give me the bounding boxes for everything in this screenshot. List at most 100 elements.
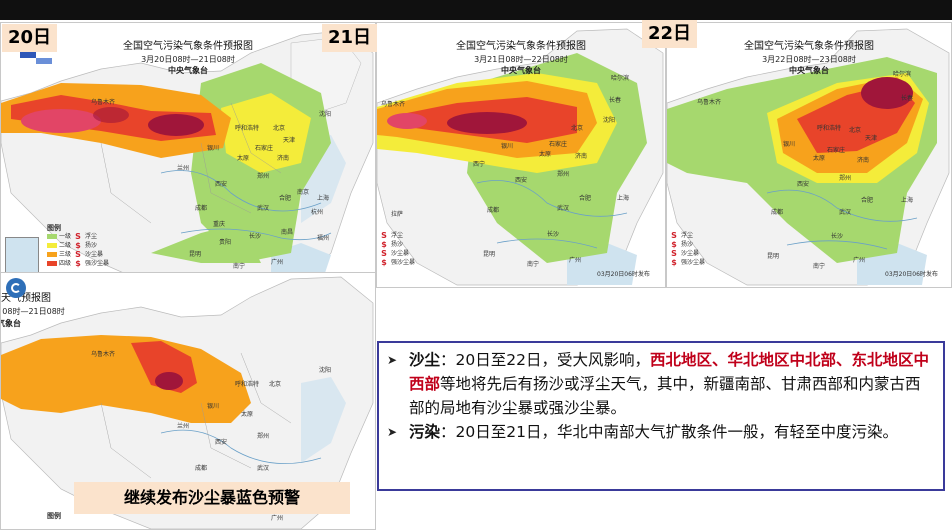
cma-logo-icon: [6, 278, 26, 298]
legend-row: $ 扬沙: [669, 240, 705, 249]
city-label: 昆明: [767, 253, 780, 260]
map-date: 3月20日08时—21日08时: [1, 307, 65, 316]
city-label: 兰州: [177, 423, 190, 430]
city-label: 太原: [241, 411, 254, 418]
map-title: 全国沙尘天气预报图: [0, 293, 51, 304]
city-label: 西安: [215, 181, 228, 188]
legend-label: 三级: [59, 251, 72, 258]
city-label: 沈阳: [319, 367, 332, 374]
city-label: 成都: [195, 465, 208, 472]
city-label: 昆明: [189, 251, 202, 258]
sand-dust-bullet: ➤ 沙尘：20日至22日，受大风影响，西北地区、华北地区中北部、东北地区中西部等…: [387, 348, 935, 420]
city-label: 太原: [237, 155, 250, 162]
day-label-20: 20日: [2, 24, 58, 52]
legend-row: S 浮尘: [379, 231, 415, 240]
map-date: 3月21日08时—22日08时: [474, 55, 568, 64]
map-title: 全国空气污染气象条件预报图: [744, 41, 874, 52]
map-legend: S 浮尘 $ 扬沙 S 沙尘暴 $ 强沙尘暴: [669, 231, 705, 267]
legend-label: 强沙尘暴: [85, 260, 110, 267]
city-label: 银川: [501, 143, 514, 150]
legend-label: 沙尘暴: [391, 250, 410, 257]
severe-sandstorm-icon: $: [381, 258, 387, 267]
day-label-21: 21日: [322, 24, 378, 52]
city-label: 北京: [849, 127, 862, 134]
city-label: 郑州: [257, 433, 270, 440]
city-label: 贵阳: [219, 239, 232, 246]
map-agency: 中央气象台: [501, 66, 541, 75]
pollution-map-20: 全国空气污染气象条件预报图 3月20日08时—21日08时 中央气象台 乌鲁木齐…: [0, 22, 376, 288]
legend-row: 三级 S 沙尘暴: [47, 250, 109, 259]
city-label: 长沙: [547, 231, 560, 238]
pollution-map-21: 全国空气污染气象条件预报图 3月21日08时—22日08时 中央气象台 乌鲁木齐…: [376, 22, 666, 288]
decor-bar: [20, 52, 36, 58]
city-label: 银川: [207, 403, 220, 410]
legend-label: 浮尘: [391, 232, 404, 239]
pollution-bullet: ➤ 污染：20日至21日，华北中南部大气扩散条件一般，有轻至中度污染。: [387, 420, 935, 444]
floating-dust-icon: S: [75, 232, 81, 241]
city-label: 银川: [783, 141, 796, 148]
city-label: 昆明: [483, 251, 496, 258]
sand-highlight: 西北地区、华北地区中北部、东北地区中西部: [409, 351, 929, 393]
legend-row: S 沙尘暴: [379, 249, 415, 258]
legend-label: 强沙尘暴: [391, 259, 416, 266]
city-label: 石家庄: [827, 147, 846, 154]
severe-sandstorm-icon: $: [75, 259, 81, 268]
legend-row: 四级 $ 强沙尘暴: [47, 259, 109, 268]
city-label: 呼和浩特: [235, 125, 260, 132]
map-agency: 中央气象台: [1, 319, 21, 328]
city-label: 太原: [539, 151, 552, 158]
city-label: 武汉: [257, 465, 270, 472]
legend-title: 图例: [47, 512, 61, 520]
city-label: 拉萨: [391, 211, 404, 218]
map-legend: S 浮尘 $ 扬沙 S 沙尘暴 $ 强沙尘暴: [379, 231, 415, 267]
blowing-sand-icon: $: [671, 240, 677, 249]
city-label: 西安: [515, 177, 528, 184]
city-label: 北京: [269, 381, 282, 388]
legend-label: 强沙尘暴: [681, 259, 706, 266]
city-label: 石家庄: [549, 141, 568, 148]
city-label: 上海: [901, 197, 914, 204]
city-label: 郑州: [557, 171, 570, 178]
legend-row: 一级 S 浮尘: [47, 232, 109, 241]
warning-banner: 继续发布沙尘暴蓝色预警: [74, 482, 350, 514]
issued-time: 03月20日06时发布: [597, 271, 650, 278]
city-label: 长春: [901, 95, 914, 102]
city-label: 济南: [575, 153, 588, 160]
legend-label: 浮尘: [85, 233, 98, 240]
issued-time: 03月20日06时发布: [885, 271, 938, 278]
city-label: 天津: [283, 137, 296, 144]
map-agency: 中央气象台: [789, 66, 829, 75]
legend-label: 浮尘: [681, 232, 694, 239]
city-label: 重庆: [213, 221, 226, 228]
pollution-text: 污染：20日至21日，华北中南部大气扩散条件一般，有轻至中度污染。: [409, 420, 935, 444]
city-label: 长沙: [249, 233, 262, 240]
city-label: 武汉: [557, 205, 570, 212]
city-label: 杭州: [311, 209, 324, 216]
city-label: 广州: [853, 257, 866, 264]
blowing-sand-icon: $: [75, 241, 81, 250]
city-label: 北京: [273, 125, 286, 132]
city-label: 成都: [195, 205, 208, 212]
city-label: 乌鲁木齐: [91, 99, 116, 106]
city-label: 呼和浩特: [235, 381, 260, 388]
arrow-bullet-icon: ➤: [387, 425, 398, 439]
swatch: [47, 261, 57, 266]
city-label: 上海: [617, 195, 630, 202]
legend-row: $ 扬沙: [379, 240, 415, 249]
legend-row: $ 强沙尘暴: [669, 258, 705, 267]
map-date: 3月20日08时—21日08时: [141, 55, 235, 64]
map-graphic: [377, 23, 665, 287]
city-label: 上海: [317, 195, 330, 202]
city-label: 南京: [297, 189, 310, 196]
city-label: 沈阳: [319, 111, 332, 118]
map-title: 全国空气污染气象条件预报图: [456, 41, 586, 52]
city-label: 呼和浩特: [817, 125, 842, 132]
city-label: 广州: [271, 515, 284, 522]
forecast-summary-box: ➤ 沙尘：20日至22日，受大风影响，西北地区、华北地区中北部、东北地区中西部等…: [377, 341, 945, 491]
city-label: 广州: [271, 259, 284, 266]
floating-dust-icon: S: [381, 231, 387, 240]
legend-row: S 沙尘暴: [669, 249, 705, 258]
city-label: 银川: [207, 145, 220, 152]
city-label: 济南: [277, 155, 290, 162]
legend-title: 图例: [47, 224, 61, 232]
